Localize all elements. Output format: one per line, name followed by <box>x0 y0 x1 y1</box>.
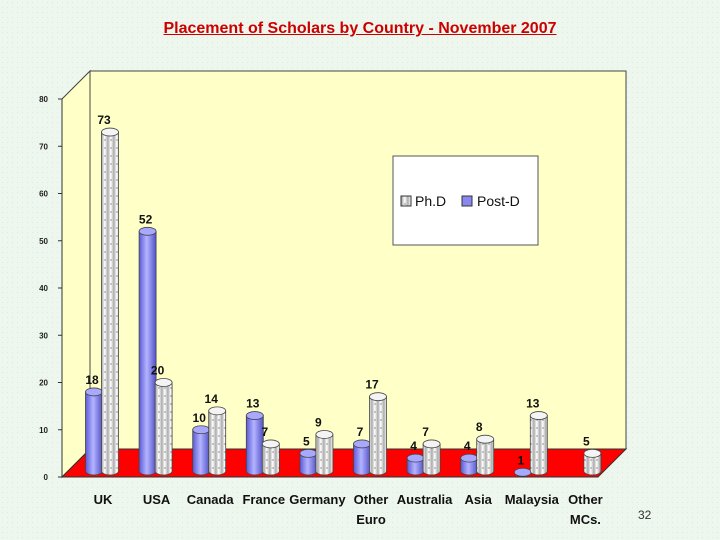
data-label-post-d: 13 <box>246 397 260 411</box>
bar-phd <box>315 430 334 476</box>
data-label-phd: 7 <box>261 425 268 439</box>
chart-back-wall <box>89 70 627 450</box>
x-category-label: Canada <box>187 492 235 507</box>
bar-post-d <box>406 453 425 476</box>
data-label-phd: 20 <box>151 364 165 378</box>
y-tick-label: 10 <box>39 426 48 435</box>
x-category-label: UK <box>94 492 113 507</box>
data-label-post-d: 18 <box>85 373 99 387</box>
legend-label-phd: Ph.D <box>415 193 446 209</box>
page-number: 32 <box>638 508 652 522</box>
bar-post-d <box>85 387 103 476</box>
y-tick-label: 60 <box>39 190 48 199</box>
x-category-label: Malaysia <box>505 492 560 507</box>
legend-swatch-post-d <box>461 195 473 207</box>
data-label-phd: 9 <box>315 415 322 429</box>
data-label-post-d: 4 <box>464 439 471 453</box>
x-category-label: USA <box>143 492 171 507</box>
x-category-label: MCs. <box>570 512 601 527</box>
data-label-post-d: 52 <box>139 212 153 226</box>
data-label-post-d: 4 <box>410 439 417 453</box>
data-label-post-d: 10 <box>193 411 207 425</box>
data-label-phd: 14 <box>205 392 219 406</box>
x-category-label: Euro <box>356 512 386 527</box>
data-label-phd: 13 <box>526 397 540 411</box>
bar-post-d <box>192 425 211 476</box>
bar-phd <box>529 411 548 476</box>
data-label-phd: 7 <box>422 425 429 439</box>
data-label-phd: 8 <box>476 420 483 434</box>
bar-post-d <box>299 448 318 476</box>
x-category-label: Germany <box>289 492 346 507</box>
y-tick-label: 70 <box>39 142 48 151</box>
x-category-label: Other <box>354 492 389 507</box>
y-tick-label: 80 <box>39 95 48 104</box>
legend-label-post-d: Post-D <box>477 193 520 209</box>
bar-phd <box>369 392 387 476</box>
data-label-phd: 5 <box>583 434 590 448</box>
bar-phd <box>261 439 280 476</box>
x-category-label: Asia <box>464 492 492 507</box>
bar-phd <box>101 127 119 476</box>
bar-phd <box>583 448 602 476</box>
bar-phd <box>476 434 495 476</box>
bar-phd <box>154 378 173 476</box>
y-tick-label: 20 <box>39 379 48 388</box>
y-tick-label: 30 <box>39 331 48 340</box>
data-label-post-d: 7 <box>357 425 364 439</box>
x-category-label: France <box>242 492 285 507</box>
data-label-phd: 73 <box>97 113 111 127</box>
bar-phd <box>208 406 227 476</box>
x-category-label: Australia <box>397 492 453 507</box>
bar-post-d <box>460 453 479 476</box>
data-label-phd: 17 <box>365 378 379 392</box>
x-category-label: Other <box>568 492 603 507</box>
data-label-post-d: 5 <box>303 434 310 448</box>
y-tick-label: 50 <box>39 237 48 246</box>
bar-phd <box>422 439 441 476</box>
y-tick-label: 0 <box>44 473 49 482</box>
bar-post-d <box>138 226 157 476</box>
chart-title: Placement of Scholars by Country - Novem… <box>163 20 557 37</box>
bar-post-d <box>513 467 532 477</box>
bar-post-d <box>245 411 264 476</box>
y-tick-label: 40 <box>39 284 48 293</box>
bar-post-d <box>353 439 371 476</box>
data-label-post-d: 1 <box>517 453 524 467</box>
legend-swatch-phd <box>400 195 412 207</box>
